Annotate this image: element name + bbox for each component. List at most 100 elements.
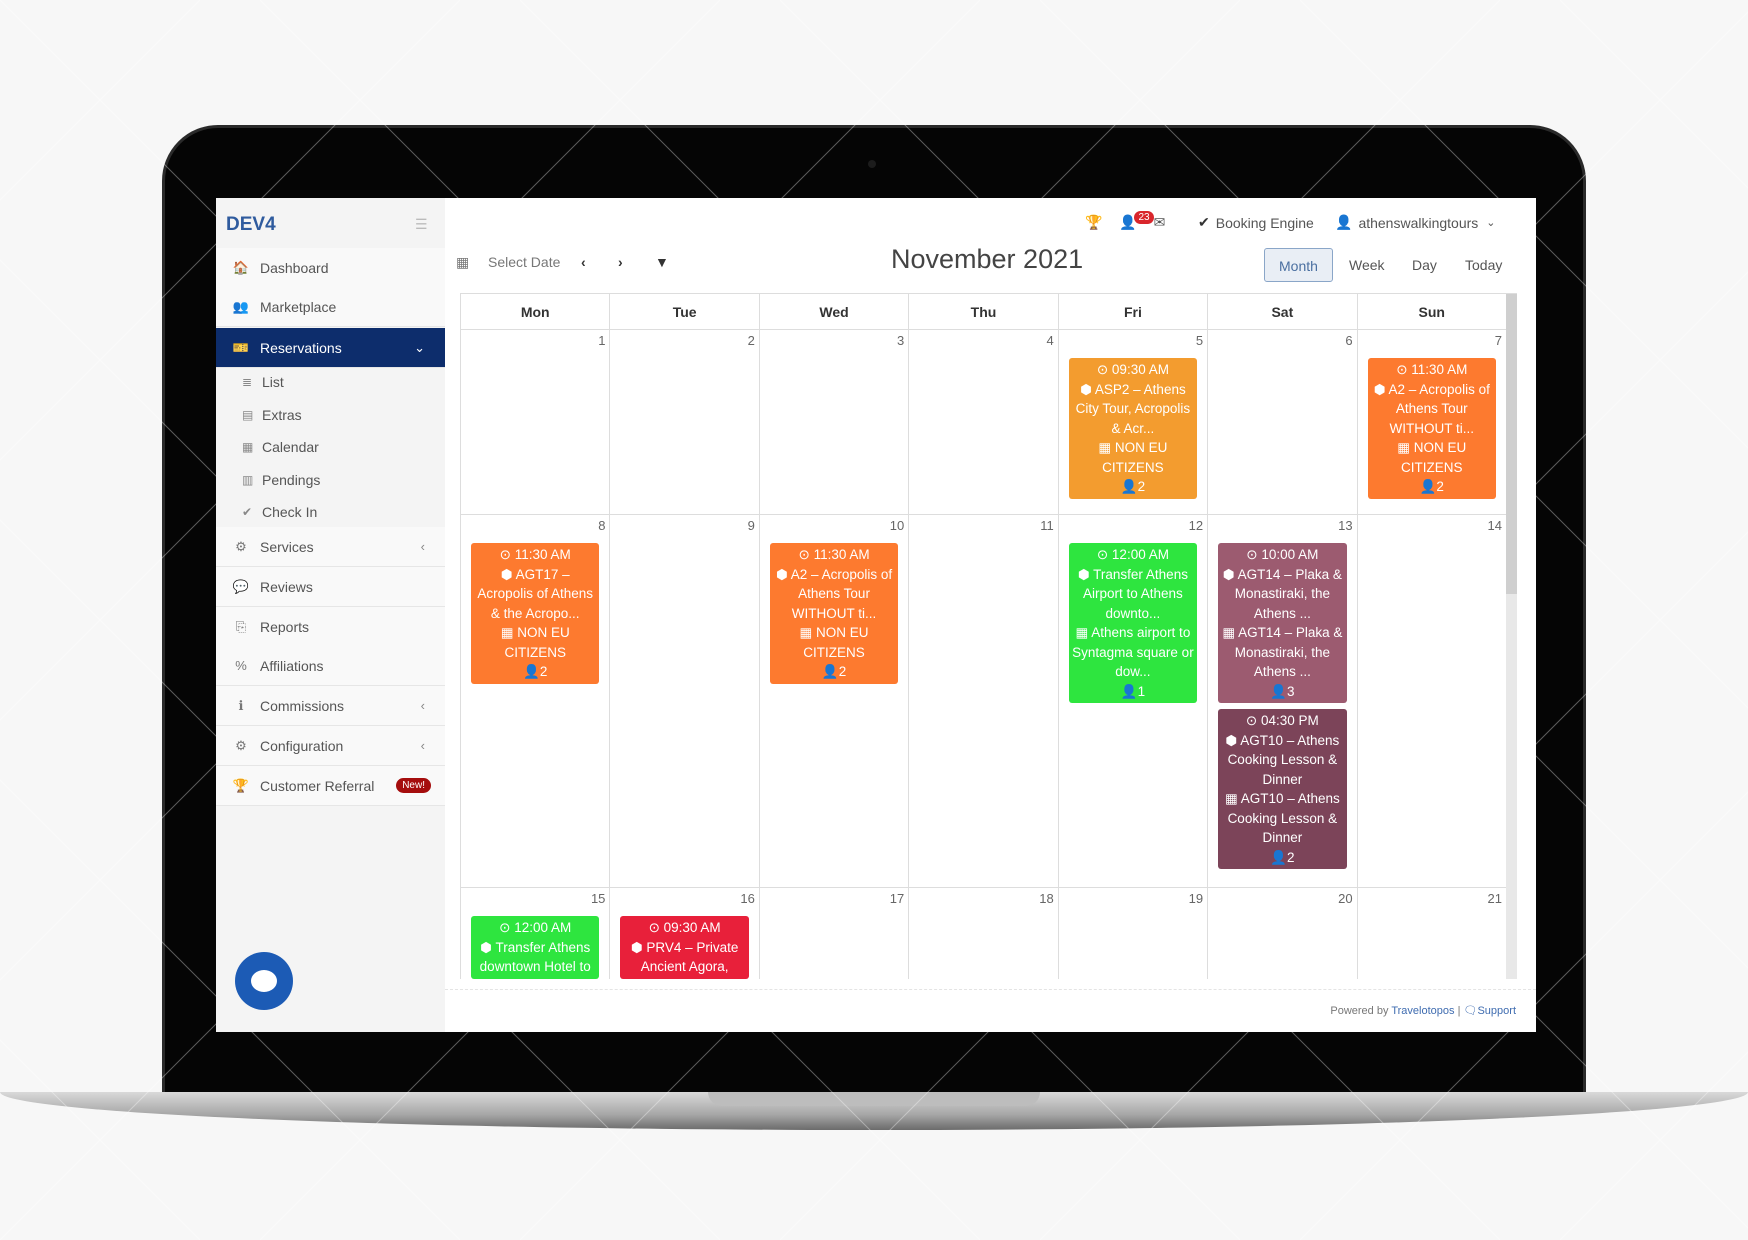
day-number[interactable]: 8 bbox=[598, 518, 606, 533]
menu-toggle-icon[interactable]: ☰ bbox=[415, 216, 428, 232]
day-cell[interactable]: 14 bbox=[1356, 515, 1506, 888]
event[interactable]: ⊙ 11:30 AM ⬢ A2 – Acropolis of Athens Tou… bbox=[769, 543, 899, 684]
day-cell[interactable]: 2 bbox=[609, 330, 759, 515]
day-number[interactable]: 21 bbox=[1487, 891, 1502, 906]
events: ⊙ 09:30 AM ⬢ ASP2 – Athens City Tour, Acr… bbox=[1068, 358, 1198, 505]
day-number[interactable]: 18 bbox=[1039, 891, 1054, 906]
travelotopos-link[interactable]: Travelotopos bbox=[1391, 1005, 1455, 1017]
day-cell[interactable]: 19 bbox=[1057, 888, 1207, 979]
booking-engine-link[interactable]: ✔ Booking Engine bbox=[1198, 214, 1314, 231]
event-time-line: ⊙ 04:30 PM bbox=[1219, 711, 1345, 731]
filter-icon[interactable]: ▼ bbox=[655, 254, 669, 270]
scrollbar[interactable] bbox=[1506, 294, 1517, 979]
chat-button[interactable] bbox=[235, 952, 293, 1010]
weekday-header: Mon bbox=[460, 294, 610, 330]
day-number[interactable]: 2 bbox=[747, 333, 755, 348]
scrollbar-thumb[interactable] bbox=[1506, 294, 1517, 594]
sidebar-item-services[interactable]: ⚙ Services ‹ bbox=[216, 527, 445, 567]
sidebar-subitem-pendings[interactable]: ▥ Pendings bbox=[216, 464, 445, 496]
sidebar-item-reviews[interactable]: 💬 Reviews bbox=[216, 567, 445, 607]
view-month-button[interactable]: Month bbox=[1264, 248, 1333, 282]
day-number[interactable]: 7 bbox=[1494, 333, 1502, 348]
today-button[interactable]: Today bbox=[1465, 257, 1503, 273]
event[interactable]: ⊙ 09:30 AM ⬢ PRV4 – Private Ancient Agora… bbox=[620, 916, 749, 979]
day-cell[interactable]: 21 bbox=[1356, 888, 1506, 979]
day-number[interactable]: 17 bbox=[889, 891, 905, 906]
sidebar-item-configuration[interactable]: ⚙ Configuration ‹ bbox=[216, 726, 445, 766]
day-number[interactable]: 5 bbox=[1195, 333, 1204, 348]
day-cell[interactable]: 4 bbox=[908, 330, 1058, 515]
event[interactable]: ⊙ 12:00 AM ⬢ Transfer Athens Airport to A… bbox=[1068, 543, 1198, 703]
event[interactable]: ⊙ 09:30 AM ⬢ ASP2 – Athens City Tour, Acr… bbox=[1068, 358, 1198, 499]
notifications[interactable]: 👤 23 ✉ bbox=[1119, 211, 1165, 231]
day-number[interactable]: 13 bbox=[1338, 518, 1353, 533]
event[interactable]: ⊙ 04:30 PM ⬢ AGT10 – Athens Cooking Lesso… bbox=[1218, 709, 1347, 869]
day-number[interactable]: 6 bbox=[1345, 333, 1353, 348]
trophy-icon[interactable]: 🏆 bbox=[1085, 214, 1103, 230]
events: ⊙ 12:00 AM ⬢ Transfer Athens downtown Hot… bbox=[471, 916, 600, 979]
day-cell[interactable]: 3 bbox=[758, 330, 909, 515]
event-pax-line: 👤2 bbox=[1219, 848, 1345, 868]
day-cell[interactable]: 8 ⊙ 11:30 AM ⬢ AGT17 – Acropolis of Athens… bbox=[460, 515, 610, 888]
sidebar-subitem-list[interactable]: ≣ List bbox=[216, 366, 445, 398]
sidebar-item-reservations[interactable]: 🎫 Reservations ⌄ bbox=[216, 328, 445, 368]
day-cell[interactable]: 13 ⊙ 10:00 AM ⬢ AGT14 – Plaka & Monastirak… bbox=[1207, 515, 1357, 888]
day-number[interactable]: 11 bbox=[1040, 518, 1054, 533]
event-product-line: ⬢ A2 – Acropolis of Athens Tour WITHOUT … bbox=[1369, 380, 1495, 439]
check-icon: ✔ bbox=[1198, 214, 1210, 230]
sidebar-item-customer-referral[interactable]: 🏆 Customer Referral New! bbox=[216, 766, 445, 806]
support-link[interactable]: 🗨Support bbox=[1464, 1005, 1517, 1017]
day-cell[interactable]: 15 ⊙ 12:00 AM ⬢ Transfer Athens downtown H… bbox=[460, 888, 609, 979]
sidebar-subitem-calendar[interactable]: ▦ Calendar bbox=[216, 431, 445, 463]
day-cell[interactable]: 17 bbox=[758, 888, 908, 979]
day-number[interactable]: 14 bbox=[1487, 518, 1502, 533]
day-cell[interactable]: 11 bbox=[908, 515, 1058, 888]
event[interactable]: ⊙ 10:00 AM ⬢ AGT14 – Plaka & Monastiraki,… bbox=[1218, 543, 1347, 703]
sidebar-item-reports[interactable]: ⎘ Reports bbox=[216, 607, 445, 647]
sidebar-subitem-check-in[interactable]: ✔ Check In bbox=[216, 496, 445, 528]
event-time: 12:00 AM bbox=[1111, 547, 1169, 562]
user-menu[interactable]: 👤 athenswalkingtours ⌄ bbox=[1335, 214, 1496, 231]
day-cell[interactable]: 7 ⊙ 11:30 AM ⬢ A2 – Acropolis of Athens To… bbox=[1356, 330, 1506, 515]
day-number[interactable]: 16 bbox=[740, 891, 755, 906]
day-cell[interactable]: 1 bbox=[460, 330, 610, 515]
day-number[interactable]: 12 bbox=[1188, 518, 1204, 533]
view-week-button[interactable]: Week bbox=[1349, 257, 1385, 273]
pattern-line bbox=[1039, 531, 1748, 1240]
day-cell[interactable]: 16 ⊙ 09:30 AM ⬢ PRV4 – Private Ancient Ago… bbox=[609, 888, 758, 979]
day-number[interactable]: 1 bbox=[598, 333, 606, 348]
event[interactable]: ⊙ 11:30 AM ⬢ A2 – Acropolis of Athens Tou… bbox=[1367, 358, 1496, 499]
event-pax-line: 👤3 bbox=[1219, 682, 1345, 702]
day-cell[interactable]: 5 ⊙ 09:30 AM ⬢ ASP2 – Athens City Tour, Ac… bbox=[1057, 330, 1208, 515]
person-icon: 👤 bbox=[1419, 479, 1437, 494]
day-number[interactable]: 3 bbox=[897, 333, 905, 348]
event[interactable]: ⊙ 11:30 AM ⬢ AGT17 – Acropolis of Athens … bbox=[471, 543, 600, 684]
sidebar-item-affiliations[interactable]: % Affiliations bbox=[216, 646, 445, 686]
day-number[interactable]: 10 bbox=[889, 518, 905, 533]
sidebar-subitem-extras[interactable]: ▤ Extras bbox=[216, 399, 445, 431]
day-number[interactable]: 9 bbox=[747, 518, 755, 533]
person-icon: 👤 bbox=[1270, 683, 1287, 699]
day-number[interactable]: 4 bbox=[1046, 333, 1054, 348]
sidebar-item-marketplace[interactable]: 👥 Marketplace bbox=[216, 287, 445, 327]
day-cell[interactable]: 18 bbox=[908, 888, 1057, 979]
day-cell[interactable]: 10 ⊙ 11:30 AM ⬢ A2 – Acropolis of Athens T… bbox=[758, 515, 909, 888]
day-number[interactable]: 15 bbox=[590, 891, 606, 906]
day-cell[interactable]: 20 bbox=[1207, 888, 1356, 979]
sidebar-item-dashboard[interactable]: 🏠 Dashboard bbox=[216, 248, 445, 288]
day-number[interactable]: 20 bbox=[1338, 891, 1353, 906]
day-cell[interactable]: 9 bbox=[609, 515, 759, 888]
prev-month-button[interactable]: ‹ bbox=[581, 254, 586, 270]
select-date-input[interactable]: Select Date bbox=[488, 254, 561, 270]
event[interactable]: ⊙ 12:00 AM ⬢ Transfer Athens downtown Hot… bbox=[471, 916, 600, 979]
next-month-button[interactable]: › bbox=[618, 254, 623, 270]
sidebar-item-commissions[interactable]: ℹ Commissions ‹ bbox=[216, 686, 445, 726]
day-number[interactable]: 19 bbox=[1188, 891, 1204, 906]
day-cell[interactable]: 6 bbox=[1207, 330, 1357, 515]
table-icon: ▥ bbox=[242, 472, 254, 487]
day-cell[interactable]: 12 ⊙ 12:00 AM ⬢ Transfer Athens Airport to… bbox=[1057, 515, 1208, 888]
view-day-button[interactable]: Day bbox=[1412, 257, 1437, 273]
event-pax: 2 bbox=[838, 664, 847, 679]
brand-logo[interactable]: DEV4 bbox=[226, 214, 276, 235]
event-product-line: ⬢ PRV4 – Private Ancient Agora, bbox=[621, 938, 747, 977]
